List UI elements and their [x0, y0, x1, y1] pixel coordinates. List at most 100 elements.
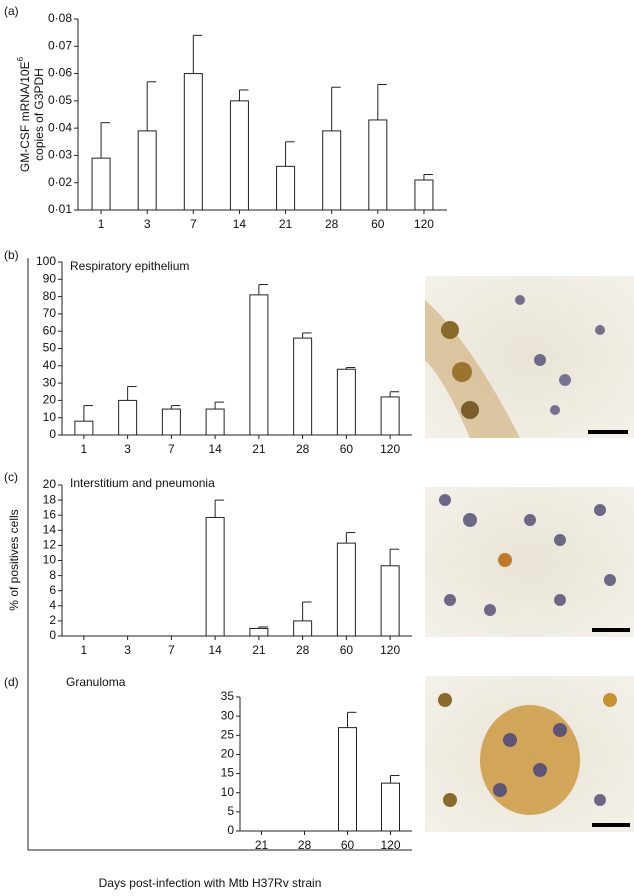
y-tick-label: 0·08	[48, 11, 72, 25]
y-tick-label: 20	[221, 747, 235, 761]
y-tick-label: 20	[43, 393, 57, 407]
x-tick-label: 14	[208, 442, 222, 456]
bar	[249, 294, 269, 436]
bar	[137, 130, 157, 211]
x-tick-label: 21	[279, 217, 293, 231]
x-tick-label: 120	[380, 442, 400, 456]
bar	[414, 179, 434, 211]
x-tick-label: 120	[414, 217, 434, 231]
panel-title: Granuloma	[66, 675, 126, 689]
x-tick-label: 1	[98, 217, 105, 231]
y-tick-label: 18	[43, 492, 57, 506]
x-tick-label: 21	[252, 643, 266, 657]
x-tick-label: 3	[124, 643, 131, 657]
x-tick-label: 21	[255, 838, 269, 852]
bar	[183, 73, 203, 211]
y-tick-label: 50	[43, 341, 57, 355]
panel-title: Respiratory epithelium	[70, 259, 189, 273]
y-axis-label: % of positives cells	[7, 509, 21, 610]
y-tick-label: 20	[43, 477, 57, 491]
x-tick-label: 60	[340, 643, 354, 657]
x-tick-label: 1	[81, 643, 88, 657]
panel-label: (d)	[4, 675, 19, 689]
y-tick-label: 30	[43, 375, 57, 389]
bar	[276, 165, 296, 211]
x-tick-label: 7	[168, 442, 175, 456]
y-tick-label: 12	[43, 538, 57, 552]
y-tick-label: 10	[43, 553, 57, 567]
bar	[336, 542, 356, 637]
bar	[368, 119, 388, 211]
x-axis-label: Days post-infection with Mtb H37Rv strai…	[99, 876, 322, 890]
y-tick-label: 35	[221, 689, 235, 703]
panel-label: (a)	[4, 4, 19, 18]
bar	[205, 516, 225, 637]
bar	[229, 100, 249, 211]
x-tick-label: 1	[81, 442, 88, 456]
micrograph	[425, 676, 634, 832]
y-tick-label: 0·07	[48, 38, 72, 52]
x-tick-label: 120	[380, 838, 400, 852]
x-tick-label: 7	[190, 217, 197, 231]
micrograph	[425, 487, 634, 637]
x-tick-label: 3	[124, 442, 131, 456]
y-tick-label: 16	[43, 507, 57, 521]
y-tick-label: 60	[43, 323, 57, 337]
y-tick-label: 80	[43, 289, 57, 303]
x-tick-label: 21	[252, 442, 266, 456]
y-tick-label: 0	[227, 823, 234, 837]
bar	[293, 620, 313, 637]
bar	[205, 408, 225, 436]
x-tick-label: 28	[296, 643, 310, 657]
x-tick-label: 60	[371, 217, 385, 231]
y-axis-label-sup: 6	[16, 56, 25, 61]
y-tick-label: 6	[49, 583, 56, 597]
y-axis-label: copies of G3PDH	[32, 68, 46, 161]
x-tick-label: 120	[380, 643, 400, 657]
bar	[380, 396, 400, 436]
x-tick-label: 7	[168, 643, 175, 657]
y-tick-label: 5	[227, 804, 234, 818]
y-tick-label: 0·01	[48, 202, 72, 216]
y-tick-label: 10	[221, 785, 235, 799]
bar	[322, 130, 342, 211]
y-tick-label: 0	[49, 628, 56, 642]
x-tick-label: 28	[296, 442, 310, 456]
y-tick-label: 4	[49, 598, 56, 612]
y-tick-label: 30	[221, 708, 235, 722]
panel-title: Interstitium and pneumonia	[70, 476, 215, 490]
bar	[249, 627, 269, 637]
x-tick-label: 60	[341, 838, 355, 852]
bar	[91, 157, 111, 211]
y-tick-label: 14	[43, 522, 57, 536]
x-tick-label: 14	[208, 643, 222, 657]
y-tick-label: 100	[36, 254, 56, 268]
bar	[381, 782, 400, 832]
y-tick-label: 40	[43, 358, 57, 372]
y-tick-label: 10	[43, 410, 57, 424]
x-tick-label: 3	[144, 217, 151, 231]
bar	[336, 368, 356, 436]
y-tick-label: 8	[49, 568, 56, 582]
bar	[338, 727, 357, 832]
y-tick-label: 0·02	[48, 175, 72, 189]
y-axis-label-text: GM-CSF mRNA/10E	[18, 61, 32, 172]
y-tick-label: 0	[49, 427, 56, 441]
x-tick-label: 14	[233, 217, 247, 231]
y-axis-label: GM-CSF mRNA/10E6	[16, 56, 32, 172]
y-tick-label: 2	[49, 613, 56, 627]
y-tick-label: 15	[221, 766, 235, 780]
y-tick-label: 0·06	[48, 66, 72, 80]
y-tick-label: 25	[221, 727, 235, 741]
bar	[293, 337, 313, 436]
y-tick-label: 0·05	[48, 93, 72, 107]
x-tick-label: 60	[340, 442, 354, 456]
y-tick-label: 0·03	[48, 148, 72, 162]
bar	[161, 408, 181, 436]
micrograph	[425, 276, 634, 438]
y-tick-label: 70	[43, 306, 57, 320]
y-tick-label: 90	[43, 271, 57, 285]
panel-label: (b)	[4, 248, 19, 262]
y-tick-label: 0·04	[48, 120, 72, 134]
